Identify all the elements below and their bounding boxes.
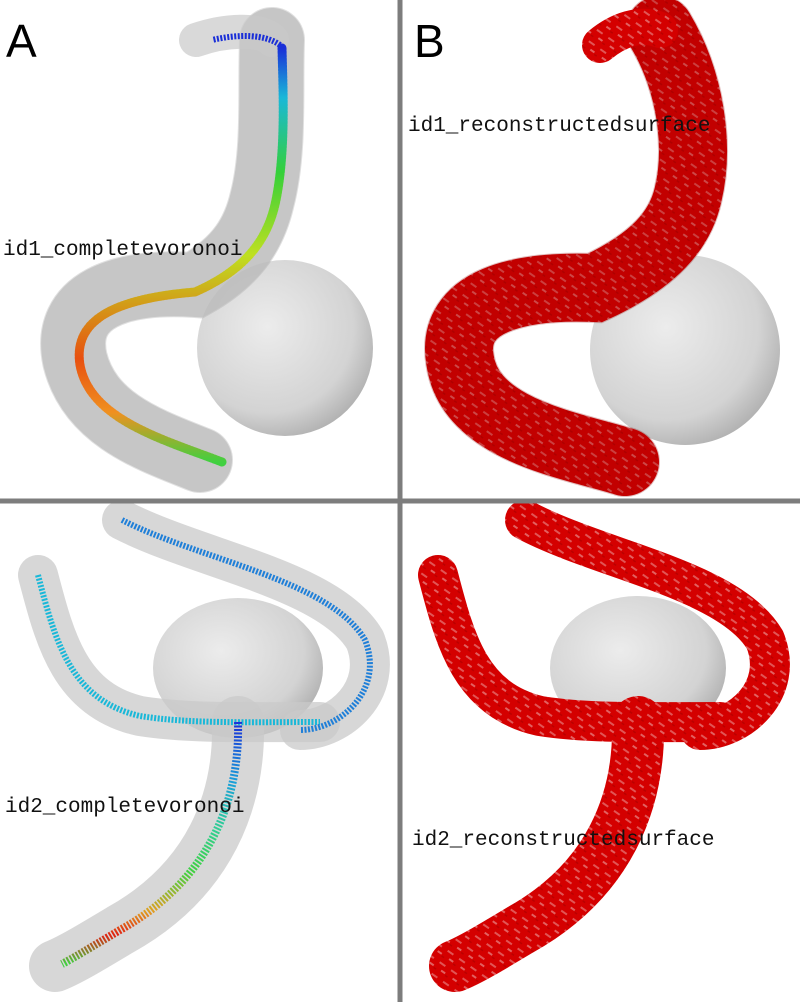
caption-id1-completevoronoi: id1_completevoronoi [3,239,243,262]
caption-id2-reconstructedsurface: id2_reconstructedsurface [412,829,715,852]
panel-label-a: A [6,15,37,67]
reconstructed-branch [582,8,678,63]
reconstructed-right [505,500,790,750]
panel-label-b: B [414,15,445,67]
voronoi-right [120,517,373,733]
panel-a-bottom [18,500,390,992]
caption-id2-completevoronoi: id2_completevoronoi [5,796,245,819]
caption-id1-reconstructedsurface: id1_reconstructedsurface [408,115,711,138]
voronoi-branch [211,32,282,48]
panel-b-bottom [418,500,790,992]
voronoi-left [35,574,321,726]
reconstructed-trunk [429,696,665,992]
voronoi-trunk [60,721,243,968]
reconstructed-surface [425,0,727,496]
reconstructed-surface-edge [424,0,728,497]
aneurysm-sac [197,260,373,436]
voronoi-centerline [74,43,288,467]
panel-a-top [40,7,373,493]
panel-b-top [424,0,780,497]
